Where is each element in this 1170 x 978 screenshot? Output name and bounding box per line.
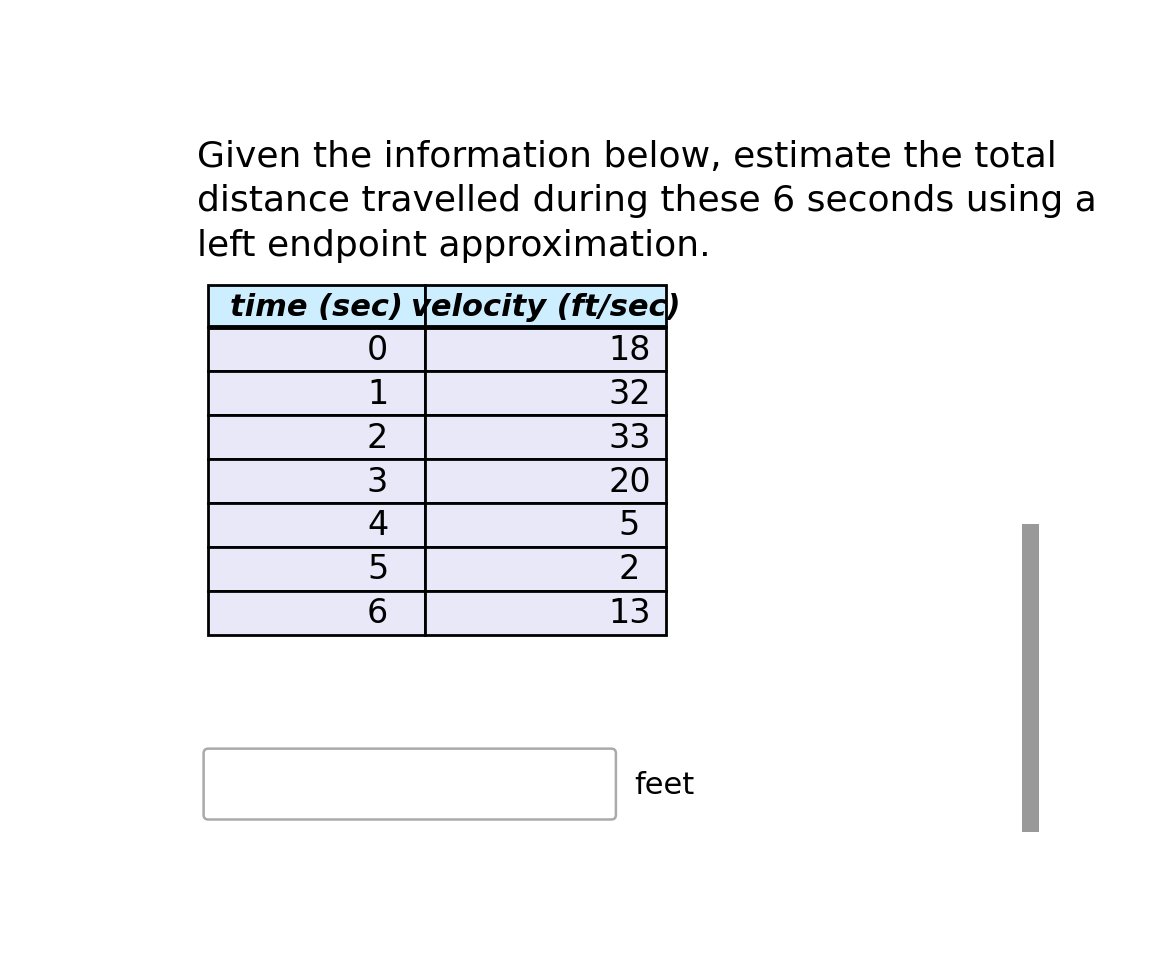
Bar [208,504,425,548]
Bar [425,548,666,591]
FancyBboxPatch shape [204,749,615,820]
Text: 2: 2 [619,553,640,586]
Bar [425,286,666,329]
Text: left endpoint approximation.: left endpoint approximation. [197,229,710,263]
Bar [425,591,666,635]
Bar [425,329,666,372]
Bar [1023,524,1039,832]
Text: distance travelled during these 6 seconds using a: distance travelled during these 6 second… [197,184,1096,218]
Text: 0: 0 [367,333,388,367]
Text: feet: feet [634,770,695,799]
Bar [208,372,425,416]
Text: 13: 13 [608,597,651,630]
Bar [425,460,666,504]
Text: Given the information below, estimate the total: Given the information below, estimate th… [197,140,1057,174]
Bar [425,416,666,460]
Text: 4: 4 [367,509,388,542]
Text: 2: 2 [367,422,388,454]
Bar [208,591,425,635]
Text: 33: 33 [608,422,651,454]
Text: 20: 20 [608,466,651,498]
Text: 5: 5 [367,553,388,586]
Text: 6: 6 [367,597,388,630]
Text: 5: 5 [619,509,640,542]
Text: 3: 3 [367,466,388,498]
Text: velocity (ft/sec): velocity (ft/sec) [411,292,680,322]
Bar [208,329,425,372]
Bar [208,286,425,329]
Bar [425,372,666,416]
Bar [425,504,666,548]
Text: 1: 1 [367,378,388,411]
Text: 32: 32 [608,378,651,411]
Text: time (sec): time (sec) [230,292,404,322]
Bar [208,460,425,504]
Bar [208,548,425,591]
Text: 18: 18 [608,333,651,367]
Bar [208,416,425,460]
